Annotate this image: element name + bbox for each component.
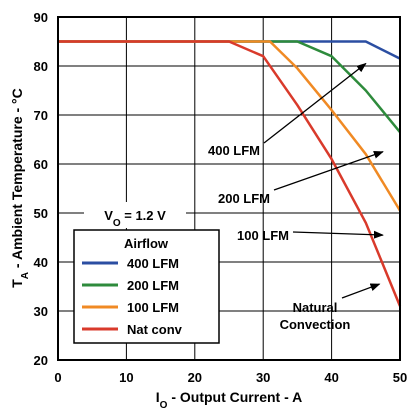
legend: Airflow 400 LFM 200 LFM 100 LFM Nat conv	[73, 229, 220, 344]
x-tick-label: 20	[188, 370, 202, 385]
legend-label: 100 LFM	[127, 300, 179, 315]
legend-title: Airflow	[124, 236, 169, 251]
annotation-label: Natural	[293, 300, 338, 315]
x-tick-label: 50	[393, 370, 407, 385]
x-axis-title: IO - Output Current - A	[156, 389, 302, 411]
x-tick-label: 0	[54, 370, 61, 385]
y-axis-title: TA - Ambient Temperature - °C	[9, 88, 31, 288]
annotation-arrow	[292, 230, 384, 239]
annotation-arrow	[273, 150, 384, 191]
y-tick-label: 90	[34, 10, 48, 25]
legend-label: 400 LFM	[127, 256, 179, 271]
annotations: 400 LFM 200 LFM 100 LFM Natural Convection	[208, 62, 384, 332]
y-tick-label: 30	[34, 304, 48, 319]
x-tick-label: 40	[324, 370, 338, 385]
legend-items: 400 LFM 200 LFM 100 LFM Nat conv	[82, 256, 183, 337]
series-line-100-lfm	[58, 40, 402, 212]
x-tick-label: 30	[256, 370, 270, 385]
annotation-label: 400 LFM	[208, 143, 260, 158]
annotation-label: 100 LFM	[237, 228, 289, 243]
condition-label: VO = 1.2 V	[104, 208, 166, 229]
plot-border	[57, 16, 401, 361]
y-tick-label: 50	[34, 206, 48, 221]
annotation-label: 200 LFM	[218, 191, 270, 206]
annotation-arrow	[341, 283, 381, 299]
tick-labels: 0 10 20 30 40 50 20 30 40 50 60 70 80 90	[34, 10, 408, 385]
y-tick-label: 80	[34, 59, 48, 74]
condition-box-bg	[84, 202, 186, 228]
annotation-label: Convection	[280, 317, 351, 332]
y-tick-label: 60	[34, 157, 48, 172]
y-tick-label: 70	[34, 108, 48, 123]
condition-box: VO = 1.2 V	[84, 202, 186, 229]
y-tick-label: 40	[34, 255, 48, 270]
series-line-nat-conv	[58, 40, 402, 307]
annotation-arrow	[263, 62, 367, 144]
y-tick-label: 20	[34, 353, 48, 368]
legend-label: Nat conv	[127, 322, 183, 337]
x-tick-label: 10	[119, 370, 133, 385]
legend-label: 200 LFM	[127, 278, 179, 293]
series-layer	[58, 40, 402, 307]
